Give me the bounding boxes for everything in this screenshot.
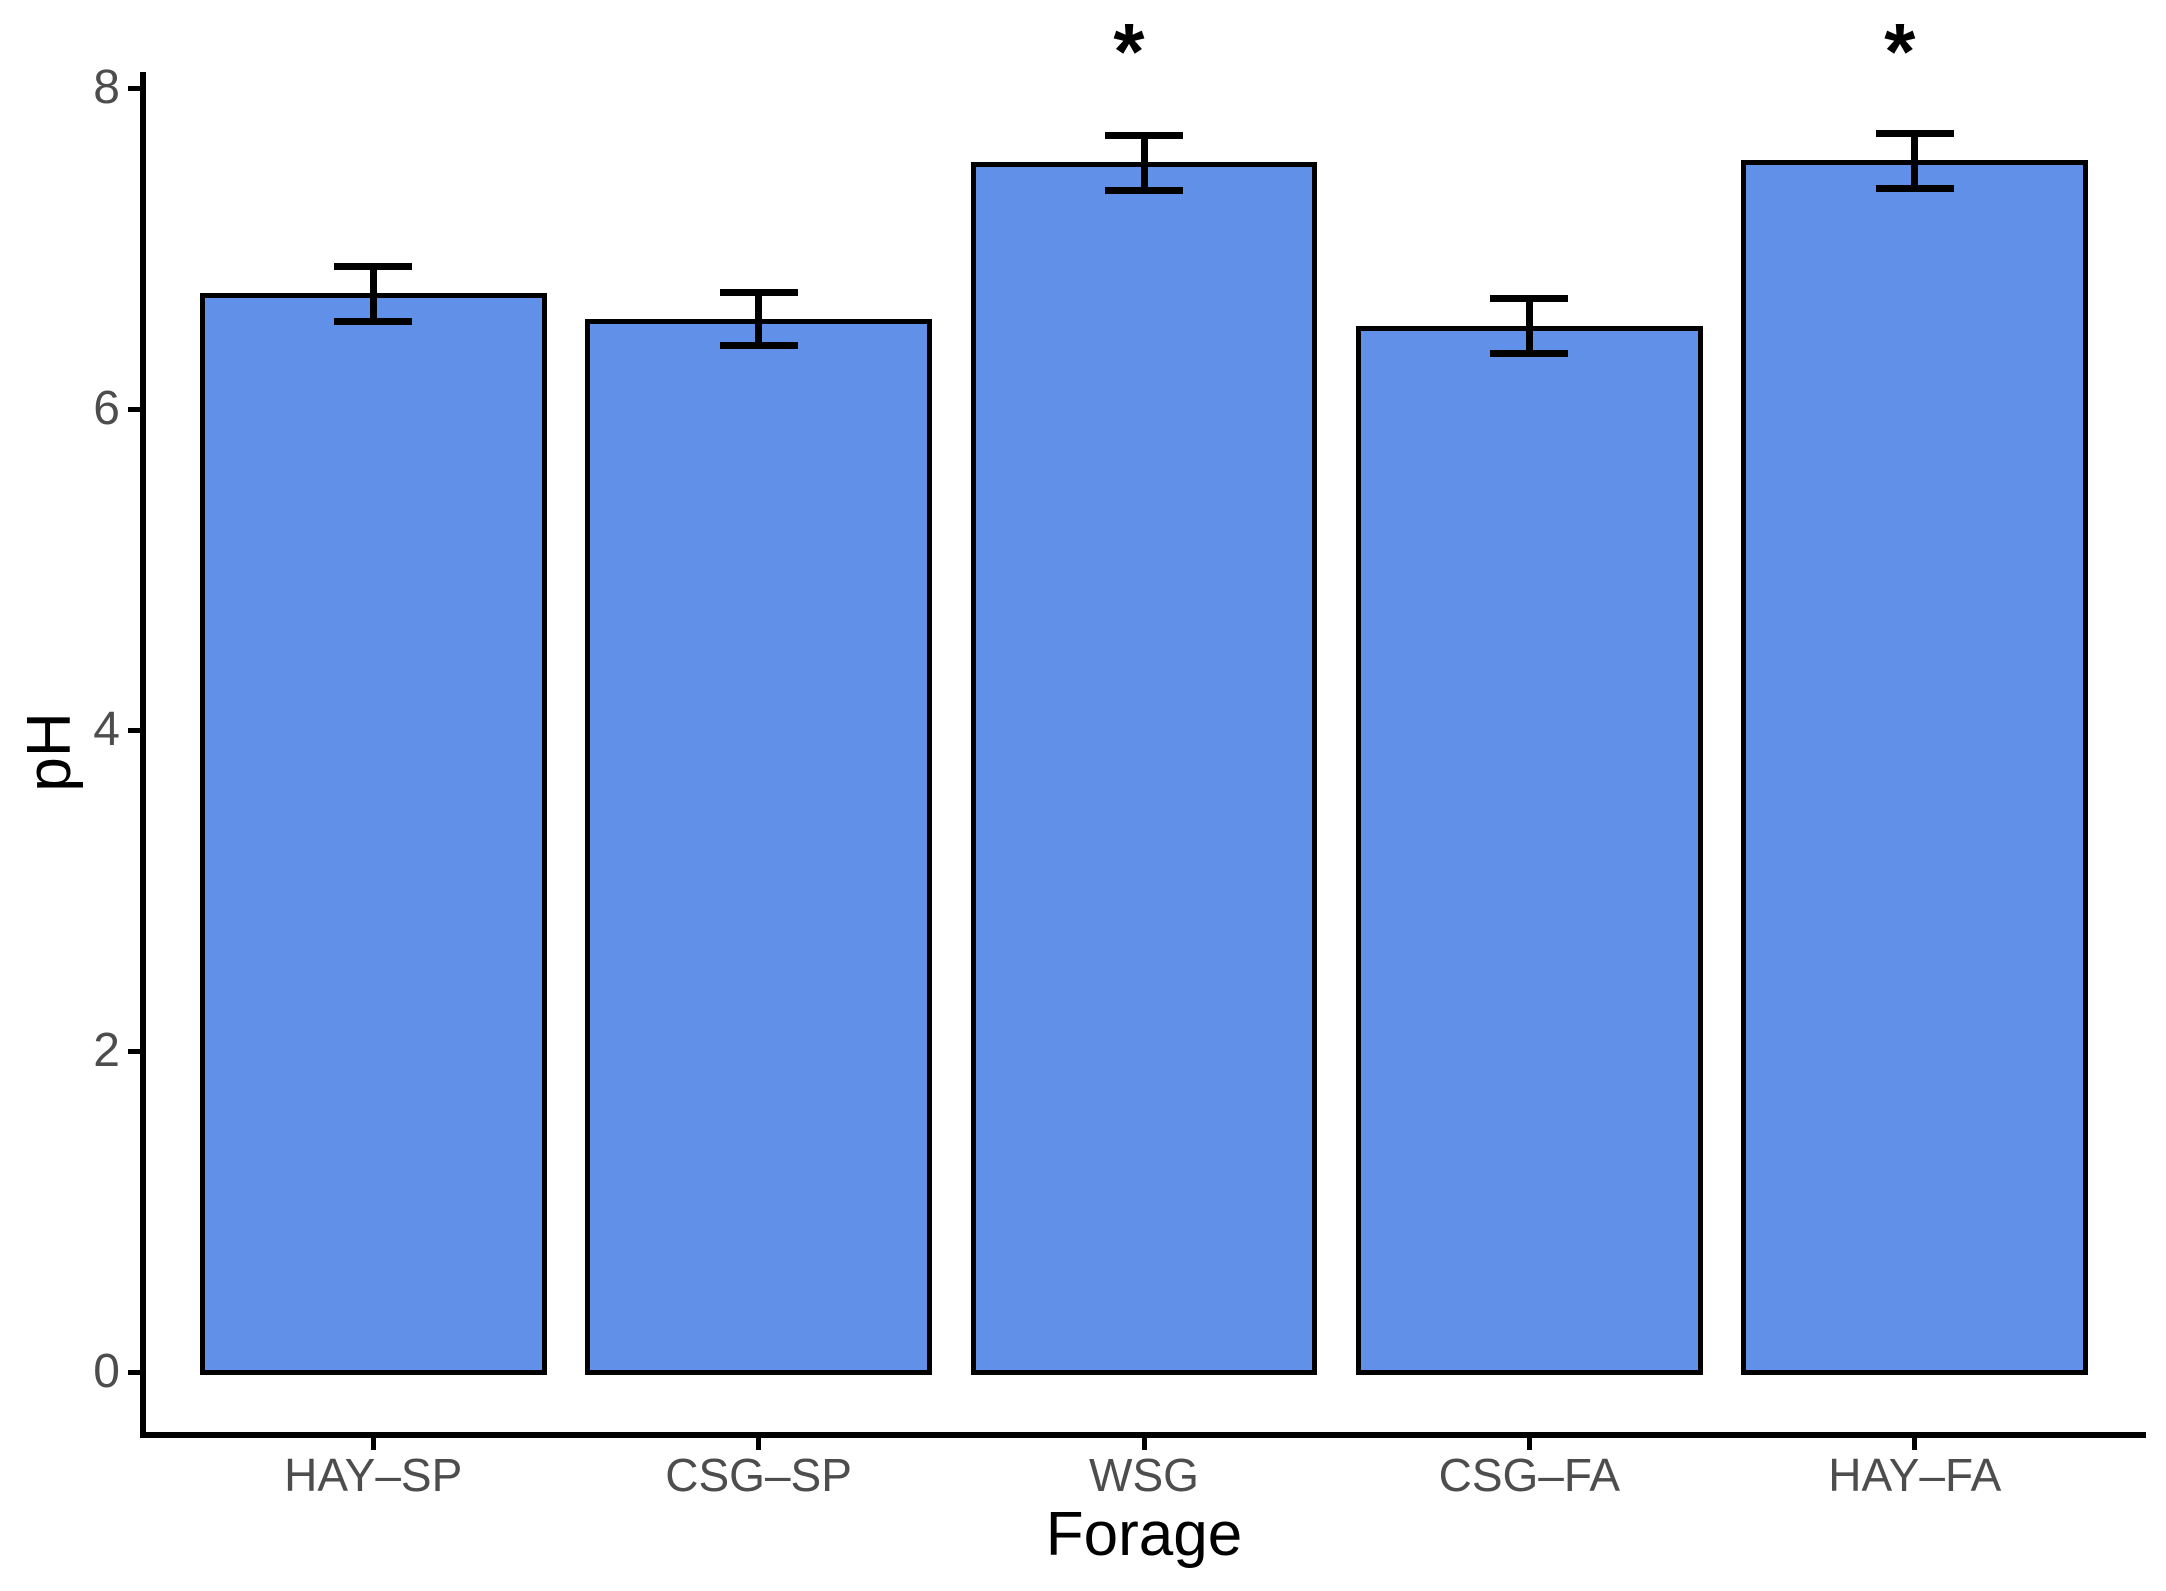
error-bar-cap-lower xyxy=(1875,185,1954,193)
x-axis-tick xyxy=(756,1438,762,1450)
x-axis-tick xyxy=(370,1438,376,1450)
y-axis-line xyxy=(140,72,146,1438)
bar xyxy=(199,293,547,1375)
error-bar-cap-lower xyxy=(334,318,413,326)
x-tick-label: CSG–SP xyxy=(665,1449,852,1501)
error-bar-cap-lower xyxy=(719,342,798,350)
y-axis-tick xyxy=(128,727,140,733)
y-tick-label: 2 xyxy=(93,1024,120,1077)
x-tick-label: HAY–SP xyxy=(284,1449,463,1501)
error-bar-cap-upper xyxy=(1105,131,1183,139)
error-bar-cap-lower xyxy=(1105,186,1183,194)
y-axis-tick xyxy=(128,406,140,412)
y-tick-label: 0 xyxy=(93,1345,120,1398)
x-axis-tick xyxy=(1526,1438,1532,1450)
error-bar-line xyxy=(1525,298,1533,355)
bar xyxy=(1355,325,1703,1375)
x-axis-tick xyxy=(1912,1438,1918,1450)
y-tick-label: 4 xyxy=(93,703,120,756)
y-tick-label: 6 xyxy=(93,382,120,435)
bar xyxy=(585,319,933,1375)
error-bar-line xyxy=(1911,132,1919,190)
error-bar-cap-lower xyxy=(1490,350,1569,358)
significance-asterisk: * xyxy=(1113,7,1145,96)
x-tick-label: HAY–FA xyxy=(1828,1449,2002,1501)
error-bar-cap-upper xyxy=(334,263,413,271)
bar xyxy=(1741,160,2089,1375)
x-axis-line xyxy=(140,1432,2146,1438)
significance-asterisk: * xyxy=(1884,7,1916,96)
y-axis-tick xyxy=(128,1048,140,1054)
x-axis-title: Forage xyxy=(1045,1500,1243,1569)
bar xyxy=(970,161,1318,1375)
error-bar-line xyxy=(1140,134,1148,191)
y-axis-tick xyxy=(128,1369,140,1375)
error-bar-line xyxy=(369,266,377,323)
error-bar-cap-upper xyxy=(1875,129,1954,137)
x-tick-label: WSG xyxy=(1089,1449,1199,1501)
y-tick-label: 8 xyxy=(93,61,120,114)
y-axis-tick xyxy=(128,85,140,91)
error-bar-line xyxy=(755,291,763,347)
x-axis-tick xyxy=(1141,1438,1147,1450)
error-bar-cap-upper xyxy=(1490,295,1569,303)
x-tick-label: CSG–FA xyxy=(1438,1449,1621,1501)
error-bar-cap-upper xyxy=(719,288,798,296)
